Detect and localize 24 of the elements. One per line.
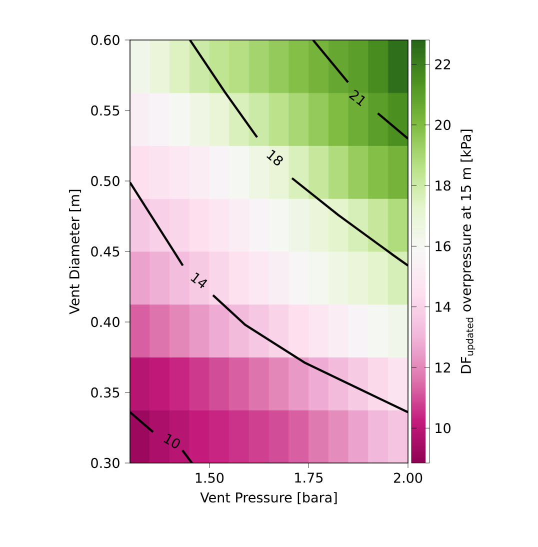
color-bar-label: 10 (436, 423, 450, 434)
annotation: 14 (190, 272, 208, 288)
y-tick-label: 0.60 (91, 34, 120, 46)
color-bar-label: 18 (436, 180, 450, 191)
y-tick-label: 0.55 (91, 105, 120, 116)
y-tick-label: 0.45 (91, 246, 120, 257)
y-tick-label: 0.50 (91, 176, 120, 186)
x-tick-label: 1.50 (196, 472, 224, 483)
annotation: 18 (266, 150, 283, 166)
color-bar-label: 12 (436, 362, 450, 372)
x-tick-label: 2.00 (394, 472, 422, 483)
x-axis-title: Vent Pressure [bara] (200, 492, 337, 504)
annotation: 21 (348, 90, 366, 106)
y-axis-title: Vent Diameter [m] (69, 190, 82, 314)
color-bar-label: 16 (436, 241, 451, 252)
color-bar-label: 20 (435, 120, 450, 130)
x-tick-label: 1.75 (295, 472, 323, 483)
color-bar-title: DF$_{updated}$ overpressure at 15 m [kPa] (460, 130, 476, 374)
color-bar-label: 22 (435, 59, 450, 70)
y-tick-label: 0.35 (91, 387, 120, 398)
y-tick-label: 0.30 (91, 458, 120, 468)
annotation: 10 (164, 434, 180, 448)
color-bar-label: 14 (436, 302, 451, 312)
y-tick-label: 0.40 (91, 316, 120, 328)
